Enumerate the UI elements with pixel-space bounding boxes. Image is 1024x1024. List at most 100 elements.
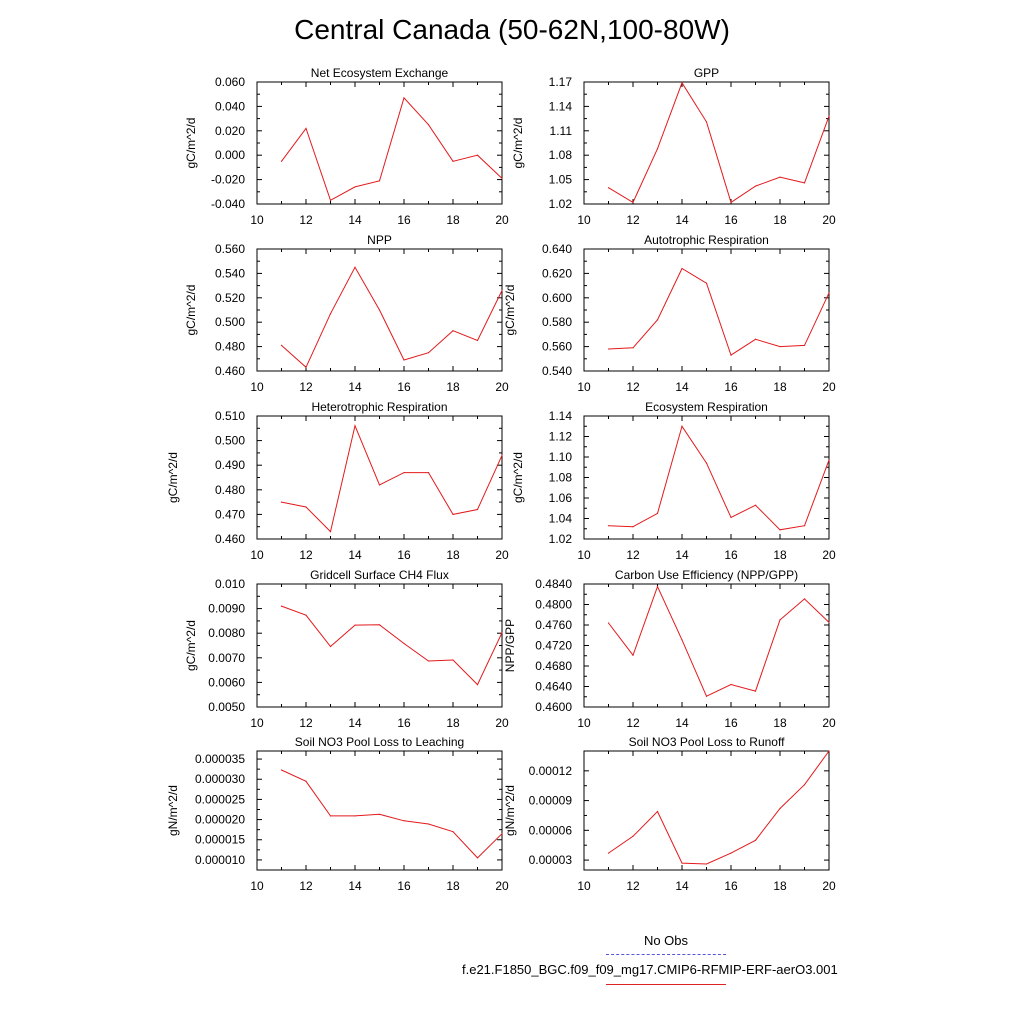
x-tick-label: 14 <box>348 716 362 730</box>
y-tick-label: 0.0060 <box>208 675 245 689</box>
series-line <box>281 605 503 686</box>
panel-title: Autotrophic Respiration <box>644 233 769 247</box>
x-tick-label: 12 <box>626 716 640 730</box>
plot-frame <box>256 415 503 540</box>
data-point <box>656 319 659 321</box>
data-point <box>607 187 610 189</box>
y-tick-label: 1.10 <box>549 450 573 464</box>
y-tick-label: 0.020 <box>215 124 245 138</box>
chart-panel: 10 12 14 16 18 20 -0.040 -0.020 0.000 0.020 0.040 0… <box>184 66 509 227</box>
data-point <box>754 185 757 187</box>
x-tick-label: 14 <box>675 213 689 227</box>
y-tick-label: 0.520 <box>215 291 245 305</box>
series-line <box>281 266 503 369</box>
series-line <box>608 750 830 865</box>
chart-panel: 10 12 14 16 18 20 0.460 0.480 0.500 0.520 0.540 0.5… <box>184 233 509 394</box>
series-line <box>281 96 503 202</box>
x-tick-label: 16 <box>724 380 738 394</box>
x-tick-label: 20 <box>495 213 509 227</box>
x-tick-label: 18 <box>773 548 787 562</box>
series-line <box>281 769 503 859</box>
x-tick-label: 14 <box>348 879 362 893</box>
y-tick-label: 0.460 <box>215 364 245 378</box>
x-tick-label: 16 <box>724 548 738 562</box>
data-point <box>705 695 708 697</box>
x-tick-label: 18 <box>446 548 460 562</box>
series-line <box>608 585 830 697</box>
data-point <box>305 780 307 782</box>
x-tick-label: 16 <box>397 879 411 893</box>
plot-frame <box>583 583 830 708</box>
chart-panel: 10 12 14 16 18 20 0.540 0.560 0.580 0.600 0.620 0.6… <box>503 233 836 394</box>
x-tick-label: 12 <box>626 548 640 562</box>
data-point <box>656 585 659 588</box>
y-axis-label: gC/m^2/d <box>184 118 198 169</box>
x-tick-label: 12 <box>626 879 640 893</box>
data-point <box>403 642 405 645</box>
data-point <box>681 862 683 864</box>
data-point <box>452 330 454 332</box>
panel-title: Carbon Use Efficiency (NPP/GPP) <box>615 568 798 582</box>
data-point <box>501 632 503 634</box>
data-point <box>354 186 356 188</box>
y-tick-label: 0.000035 <box>195 752 245 766</box>
y-tick-label: 0.540 <box>542 364 572 378</box>
data-point <box>501 289 503 292</box>
data-point <box>305 127 307 129</box>
y-tick-label: 0.500 <box>215 434 245 448</box>
legend-case-line <box>606 984 726 985</box>
x-tick-label: 12 <box>626 380 640 394</box>
data-point <box>656 148 659 150</box>
plot-frame <box>256 583 503 708</box>
data-point <box>403 820 405 822</box>
panel-title: Heterotrophic Respiration <box>311 400 447 414</box>
chart-panel: 10 12 14 16 18 20 0.460 0.470 0.480 0.490 0.500 0.5… <box>166 400 509 562</box>
y-tick-label: 0.00003 <box>529 853 573 867</box>
y-tick-label: 0.460 <box>215 532 245 546</box>
data-point <box>681 425 683 427</box>
x-tick-label: 16 <box>397 213 411 227</box>
series-line <box>608 267 830 356</box>
data-point <box>403 359 405 361</box>
data-point <box>705 863 708 865</box>
x-tick-label: 14 <box>348 213 362 227</box>
y-tick-label: 0.640 <box>542 242 572 256</box>
data-point <box>730 201 732 203</box>
x-tick-label: 16 <box>397 548 411 562</box>
x-tick-label: 10 <box>250 716 264 730</box>
y-tick-label: 0.490 <box>215 458 245 472</box>
y-tick-label: 0.000025 <box>195 792 245 806</box>
data-point <box>280 605 283 607</box>
x-tick-label: 14 <box>675 380 689 394</box>
x-tick-label: 16 <box>724 879 738 893</box>
data-point <box>754 690 757 692</box>
y-tick-label: 0.4800 <box>535 598 572 612</box>
data-point <box>501 833 503 835</box>
y-tick-label: 0.580 <box>542 315 572 329</box>
chart-panel: 10 12 14 16 18 20 0.0050 0.0060 0.0070 0.0080 0.00… <box>184 568 509 730</box>
data-point <box>280 769 283 771</box>
y-tick-label: 0.4840 <box>535 577 572 591</box>
y-tick-label: 0.000020 <box>195 813 245 827</box>
y-tick-label: 1.02 <box>549 197 573 211</box>
data-point <box>803 598 806 600</box>
x-tick-label: 10 <box>250 548 264 562</box>
data-point <box>354 425 356 427</box>
data-point <box>607 852 610 854</box>
data-point <box>730 354 732 356</box>
data-point <box>828 115 830 117</box>
data-point <box>705 462 708 464</box>
y-tick-label: 0.000015 <box>195 833 245 847</box>
panel-title: GPP <box>694 66 719 80</box>
chart-panel: 10 12 14 16 18 20 1.02 1.04 1.06 1.08 1.10 1.12 1.14… <box>511 400 836 562</box>
data-point <box>705 121 708 123</box>
x-tick-label: 20 <box>822 716 836 730</box>
y-tick-label: 1.02 <box>549 532 573 546</box>
x-tick-label: 18 <box>773 380 787 394</box>
x-tick-label: 20 <box>822 213 836 227</box>
y-axis-label: gC/m^2/d <box>511 452 525 503</box>
plot-frame <box>583 750 830 871</box>
data-point <box>681 82 683 84</box>
x-tick-label: 14 <box>348 548 362 562</box>
